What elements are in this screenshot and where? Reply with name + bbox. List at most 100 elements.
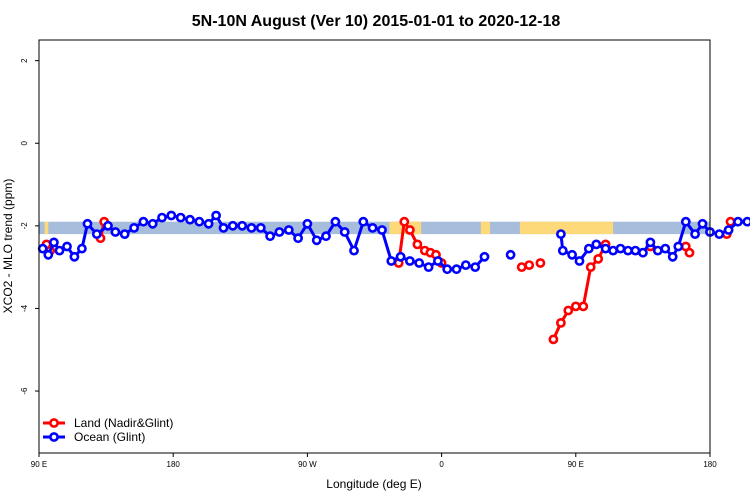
data-point (548, 334, 559, 345)
data-point (227, 220, 238, 231)
x-tick-label: 180 (703, 460, 717, 469)
data-point (358, 216, 369, 227)
data-point (442, 264, 453, 275)
y-tick-label: 2 (20, 58, 29, 63)
data-point (479, 251, 490, 262)
data-point (733, 216, 743, 227)
data-point (103, 220, 113, 231)
data-point (557, 245, 568, 256)
data-point (321, 231, 331, 242)
data-point (377, 225, 387, 235)
legend-marker (49, 432, 59, 442)
data-point (585, 262, 596, 272)
data-point (194, 216, 205, 227)
y-tick-label: -4 (20, 304, 29, 312)
data-point (54, 245, 65, 256)
series-land (41, 216, 736, 345)
data-point (311, 235, 322, 246)
data-point (138, 216, 149, 227)
data-point (147, 218, 158, 229)
data-point (660, 243, 671, 254)
data-point (608, 245, 618, 256)
data-point (505, 249, 516, 260)
data-point (77, 243, 87, 254)
data-point (69, 251, 80, 262)
legend-item: Ocean (Glint) (43, 430, 145, 444)
data-point (742, 216, 750, 227)
data-point (265, 231, 275, 242)
data-point (451, 264, 462, 275)
data-point (82, 218, 93, 229)
data-point (339, 227, 350, 237)
data-point (293, 233, 303, 244)
band-land-patch (44, 221, 49, 235)
data-point (535, 258, 546, 268)
data-point (395, 251, 406, 262)
data-point (645, 237, 656, 248)
data-point (432, 256, 443, 266)
data-point (638, 247, 648, 258)
data-point (673, 241, 684, 252)
legend-label: Land (Nadir&Glint) (74, 416, 173, 430)
y-axis: 2 0 -2 -4 -6 (20, 58, 39, 395)
band-land-patch (519, 221, 614, 235)
band-land-patch (480, 221, 491, 235)
data-point (349, 245, 359, 256)
data-point (697, 218, 708, 229)
data-point (414, 258, 425, 268)
series-ocean (37, 210, 750, 275)
x-tick-label: 180 (167, 460, 181, 469)
data-point (714, 229, 725, 239)
data-point (119, 229, 130, 239)
data-point (218, 222, 229, 233)
data-point (567, 249, 577, 260)
data-point (680, 216, 691, 227)
data-point (690, 229, 700, 239)
legend-label: Ocean (Glint) (74, 430, 145, 444)
data-point (600, 243, 611, 254)
data-point (203, 218, 214, 229)
data-point (516, 262, 527, 272)
series-layer (37, 210, 750, 345)
data-point (49, 237, 59, 248)
data-point (460, 260, 471, 270)
data-point (110, 227, 121, 237)
data-point (556, 229, 566, 239)
legend: Land (Nadir&Glint)Ocean (Glint) (43, 416, 173, 444)
legend-item: Land (Nadir&Glint) (43, 416, 173, 430)
data-point (211, 210, 221, 221)
data-point (157, 212, 167, 223)
data-point (185, 214, 195, 225)
data-point (166, 210, 177, 221)
data-point (723, 225, 734, 235)
y-axis-label: XCO2 - MLO trend (ppm) (1, 179, 15, 314)
data-point (404, 256, 415, 266)
data-point (570, 301, 581, 312)
data-point (237, 220, 248, 231)
data-point (255, 222, 266, 233)
data-point (667, 251, 678, 262)
data-point (246, 222, 257, 233)
data-point (302, 218, 313, 229)
x-tick-label: 90 E (568, 460, 584, 469)
data-point (175, 212, 186, 223)
data-point (43, 249, 54, 260)
data-point (574, 256, 585, 266)
x-tick-label: 0 (439, 460, 444, 469)
data-point (591, 239, 602, 250)
data-point (583, 243, 594, 254)
data-point (556, 317, 566, 328)
x-axis: 90 E 180 90 W 0 90 E 180 (31, 453, 717, 469)
data-point (330, 216, 341, 227)
data-point (129, 222, 139, 233)
data-point (274, 227, 285, 237)
data-point (412, 239, 423, 250)
legend-marker (49, 418, 59, 428)
data-point (470, 262, 481, 272)
data-point (524, 260, 535, 270)
data-point (399, 216, 410, 227)
plot-frame (38, 39, 711, 454)
data-point (283, 225, 294, 235)
data-point (91, 229, 102, 239)
